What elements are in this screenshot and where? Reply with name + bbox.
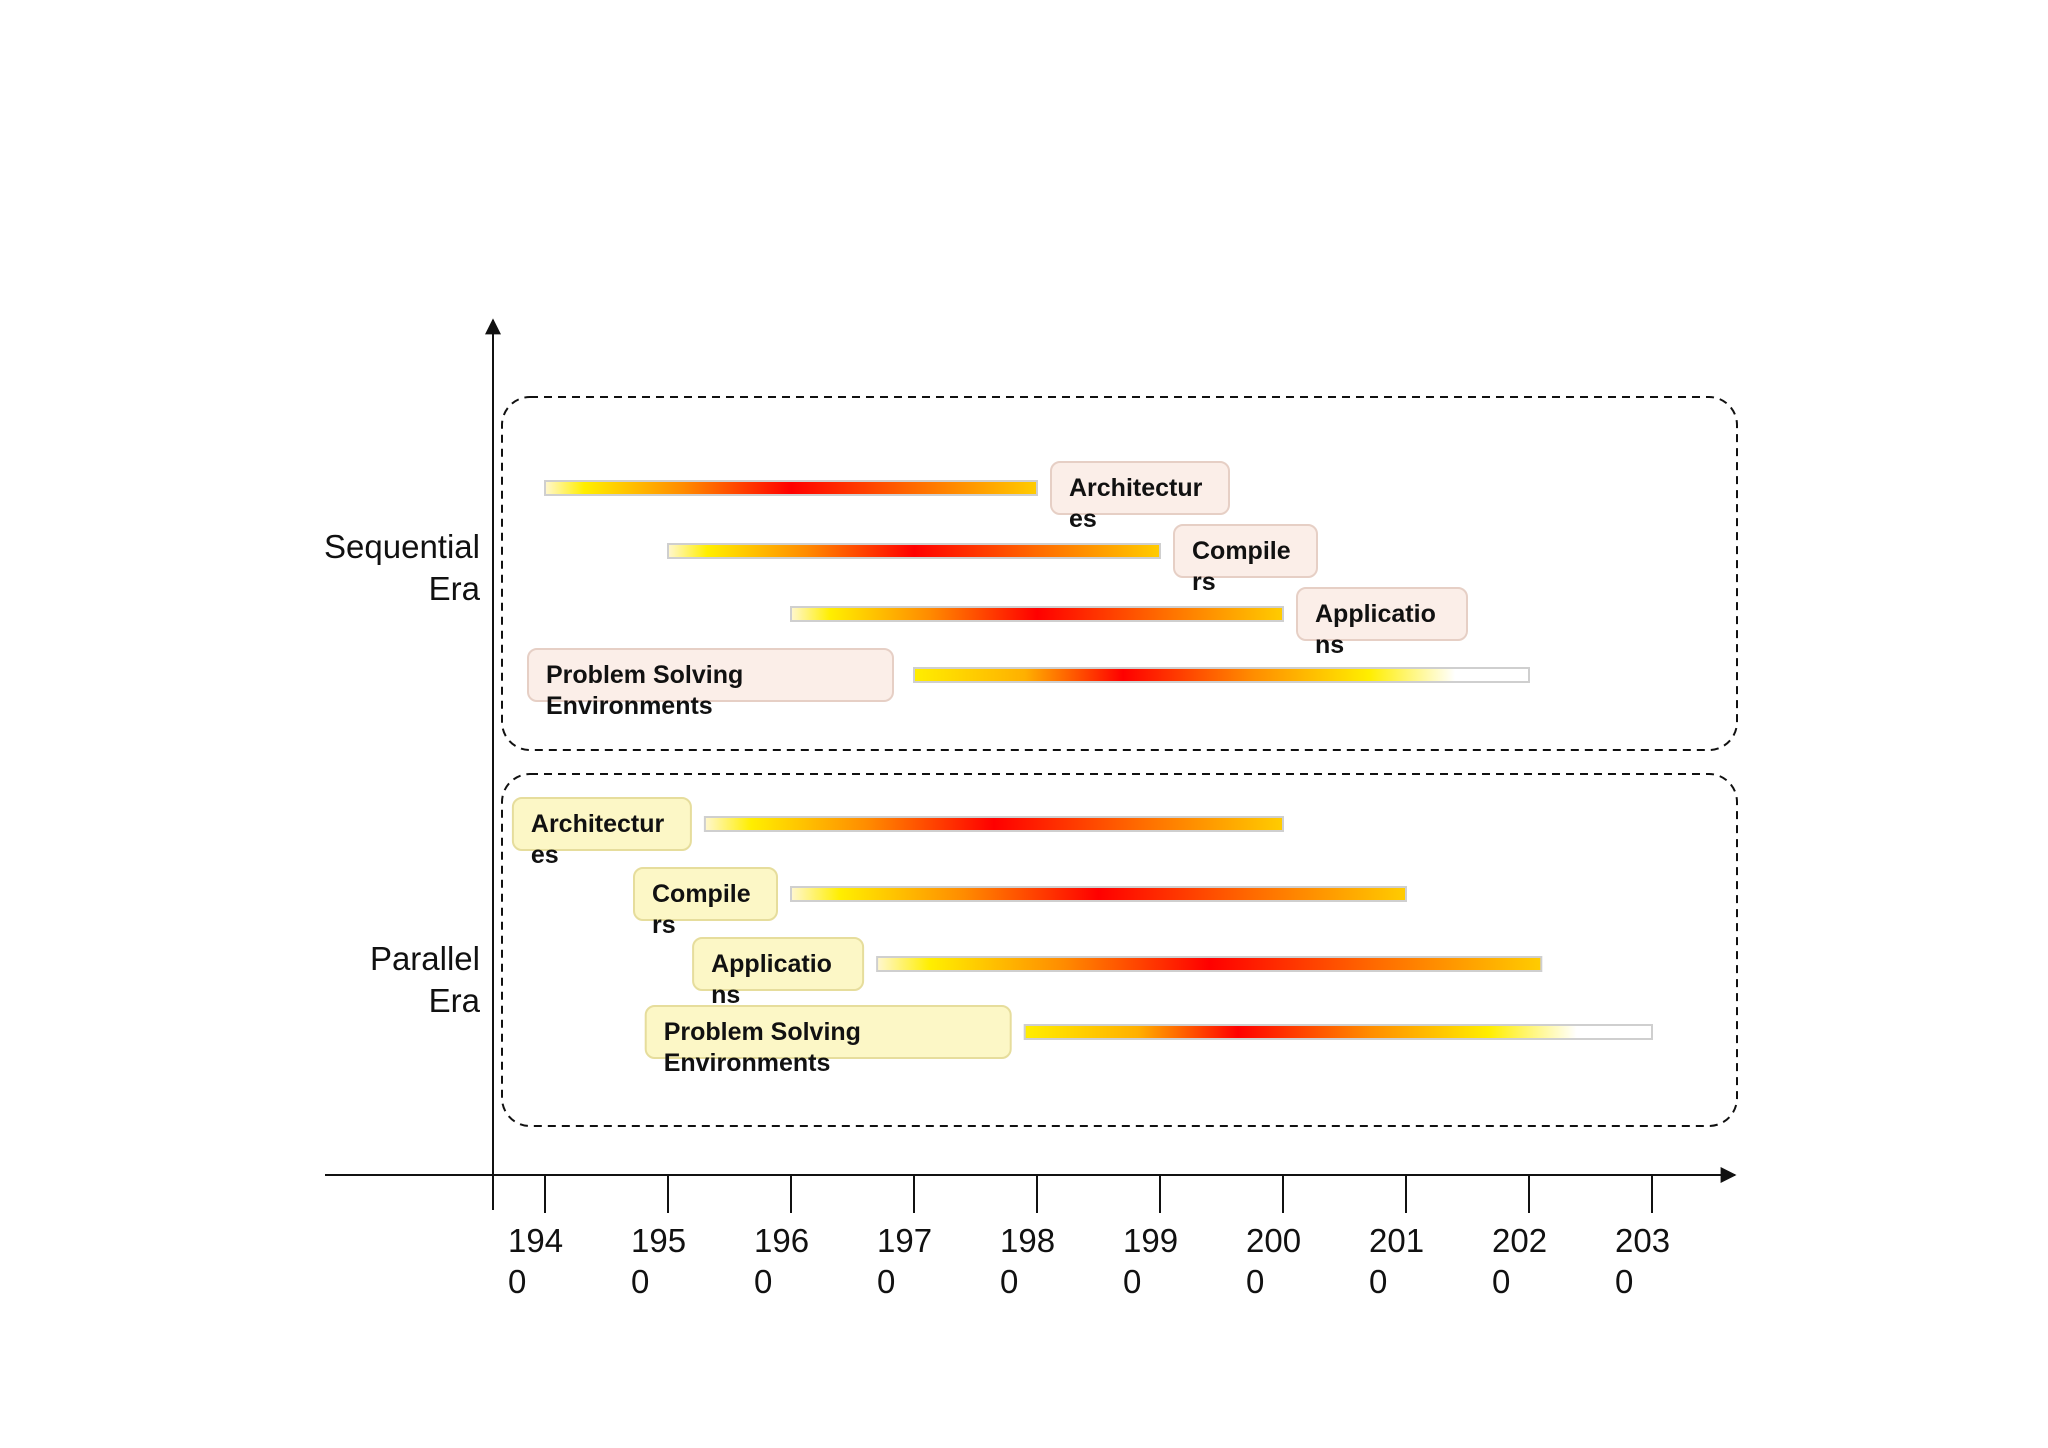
parallel-compilers-label-line2: rs [652,911,676,939]
sequential-problem-solving-environments-label: Problem Solving [546,661,743,689]
year-label-suffix: 0 [508,1263,526,1300]
sequential-compilers-label-line2: rs [1192,568,1216,596]
year-label-suffix: 0 [877,1263,895,1300]
parallel-compilers-label: Compile [652,880,751,908]
parallel-applications-label-box [692,937,865,991]
x-axis-ticks: 194 0 195 0 196 0 197 0 198 0 199 0 200 0 201 0 202 0 203 0 [508,1175,1670,1300]
year-label: 203 [1615,1222,1670,1259]
sequential-era-box [501,396,1738,751]
parallel-architectures-bar [704,817,1283,831]
year-label-suffix: 0 [631,1263,649,1300]
sequential-problem-solving-environments-bar [914,668,1529,682]
parallel-problem-solving-environments-label: Problem Solving [664,1018,861,1046]
sequential-compilers-bar-frame [667,543,1161,559]
parallel-compilers-bar-frame [790,886,1407,902]
sequential-problem-solving-environments-label-box [527,648,894,702]
sequential-applications-label-box [1296,587,1468,641]
sequential-era-label: Sequential [324,528,480,565]
sequential-problem-solving-environments-label-line2: Environments [546,692,713,720]
era-tracks: Architectur es Compile rs Applicatio ns Proble… [511,461,1653,1077]
parallel-era-label-line2: Era [429,982,481,1019]
year-label: 194 [508,1222,563,1259]
year-label-suffix: 0 [1492,1263,1510,1300]
parallel-compilers-bar [791,887,1406,901]
sequential-compilers-label-box [1173,524,1318,578]
year-label: 198 [1000,1222,1055,1259]
sequential-applications-label: Applicatio [1315,600,1436,628]
parallel-era-label: Parallel [370,940,480,977]
parallel-problem-solving-environments-label-line2: Environments [664,1049,831,1077]
parallel-applications-label: Applicatio [711,950,832,978]
parallel-applications-label-line2: ns [711,981,740,1009]
parallel-architectures-label-line2: es [531,841,559,869]
parallel-era-box [501,773,1738,1127]
parallel-applications-bar [877,957,1542,971]
year-label: 199 [1123,1222,1178,1259]
year-label: 201 [1369,1222,1424,1259]
sequential-applications-label-line2: ns [1315,631,1344,659]
sequential-architectures-label-box [1050,461,1230,515]
year-label: 196 [754,1222,809,1259]
sequential-architectures-label-line2: es [1069,505,1097,533]
sequential-compilers-bar [668,544,1160,558]
year-label-suffix: 0 [1123,1263,1141,1300]
parallel-problem-solving-environments-bar [1024,1025,1652,1039]
year-label: 197 [877,1222,932,1259]
sequential-compilers-label: Compile [1192,537,1291,565]
sequential-problem-solving-environments-bar-frame [913,667,1530,683]
parallel-problem-solving-environments-label-box [644,1005,1012,1059]
parallel-architectures-bar-frame [703,816,1284,832]
year-label: 200 [1246,1222,1301,1259]
parallel-compilers-label-box [633,867,778,921]
year-label-suffix: 0 [1000,1263,1018,1300]
year-label-suffix: 0 [754,1263,772,1300]
year-label-suffix: 0 [1246,1263,1264,1300]
year-label-suffix: 0 [1615,1263,1633,1300]
sequential-era-label-line2: Era [429,570,481,607]
parallel-applications-bar-frame [876,956,1543,972]
parallel-problem-solving-environments-bar-frame [1023,1024,1653,1040]
parallel-architectures-label: Architectur [531,810,665,838]
year-label: 202 [1492,1222,1547,1259]
parallel-architectures-label-box [511,797,692,851]
year-label-suffix: 0 [1369,1263,1387,1300]
sequential-architectures-bar [545,481,1037,495]
sequential-architectures-label: Architectur [1069,474,1203,502]
sequential-architectures-bar-frame [544,480,1038,496]
year-label: 195 [631,1222,686,1259]
sequential-applications-bar [791,607,1283,621]
sequential-applications-bar-frame [790,606,1284,622]
